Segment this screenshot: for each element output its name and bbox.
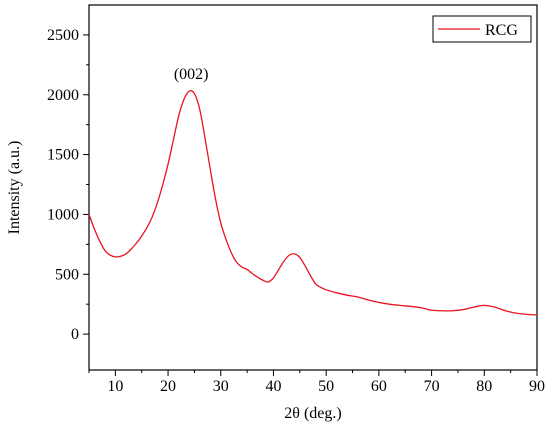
x-tick-label: 30: [213, 378, 229, 395]
annotation-label: (002): [174, 66, 209, 83]
x-axis-label: 2θ (deg.): [284, 405, 341, 422]
x-tick-label: 80: [476, 378, 492, 395]
y-tick-label: 1500: [47, 147, 79, 164]
x-tick-label: 40: [265, 378, 281, 395]
y-tick-label: 0: [71, 326, 79, 343]
x-tick-label: 70: [424, 378, 440, 395]
series-line-rcg: [88, 90, 538, 316]
y-tick-label: 500: [55, 266, 79, 283]
x-tick-label: 50: [318, 378, 334, 395]
x-axis-ticks: 10 20 30 40 50 60 70 80 90: [88, 370, 545, 395]
x-tick-label: 10: [107, 378, 123, 395]
x-tick-label: 20: [160, 378, 176, 395]
y-axis-ticks: 0 500 1000 1500 2000 2500: [47, 27, 89, 343]
y-axis-label: Intensity (a.u.): [6, 141, 23, 235]
y-tick-label: 2000: [47, 87, 79, 104]
x-tick-label: 60: [371, 378, 387, 395]
y-tick-label: 2500: [47, 27, 79, 44]
y-tick-label: 1000: [47, 206, 79, 223]
x-tick-label: 90: [529, 378, 545, 395]
plot-area-frame: [88, 4, 538, 371]
legend: RCG: [432, 15, 532, 43]
legend-label-rcg: RCG: [485, 22, 518, 39]
